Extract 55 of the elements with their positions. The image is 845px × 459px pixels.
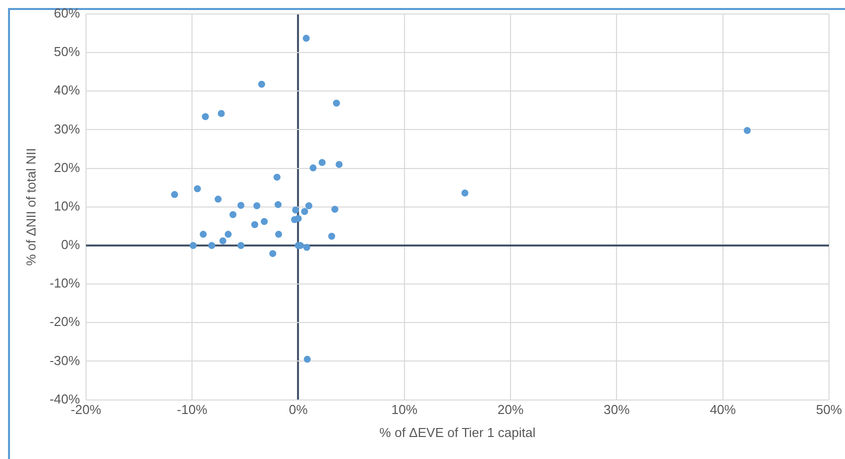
y-tick-label: 20%: [54, 160, 80, 175]
y-tick-label: 50%: [54, 44, 80, 60]
point: [294, 214, 302, 222]
point: [218, 110, 225, 118]
point: [336, 160, 343, 168]
point: [237, 202, 244, 209]
point: [310, 164, 317, 172]
x-tick-label: 0%: [288, 402, 308, 418]
point: [224, 230, 232, 238]
y-tick-label: -30%: [50, 352, 80, 368]
x-tick-label: 40%: [710, 402, 736, 418]
point: [258, 80, 266, 88]
point: [194, 185, 201, 192]
y-tick-label: -10%: [50, 276, 80, 291]
point: [208, 242, 216, 249]
y-tick-label: -20%: [50, 314, 80, 330]
point: [318, 159, 326, 166]
x-axis-title: % of ΔEVE of Tier 1 capital: [379, 424, 536, 440]
point: [275, 230, 282, 238]
point: [301, 208, 308, 216]
y-tick-label: 10%: [54, 198, 80, 214]
point: [303, 244, 310, 251]
point: [253, 202, 260, 210]
point: [219, 237, 226, 244]
x-tick-label: 30%: [604, 402, 630, 418]
point: [274, 174, 281, 181]
point: [260, 218, 268, 226]
point: [331, 206, 338, 213]
y-tick-label: 60%: [54, 6, 80, 21]
point: [302, 34, 310, 42]
x-tick-label: 20%: [498, 402, 524, 418]
point: [190, 242, 197, 249]
point: [269, 250, 276, 258]
y-axis-title: % of ΔNII of total NII: [23, 148, 38, 266]
point: [237, 242, 244, 249]
point: [328, 232, 336, 240]
point: [305, 202, 312, 210]
point: [229, 211, 236, 218]
x-tick-label: 50%: [816, 402, 842, 418]
x-tick-label: -10%: [176, 402, 208, 418]
y-tick-label: 0%: [61, 237, 80, 252]
point: [274, 201, 282, 208]
point: [332, 100, 340, 107]
y-tick-label: 30%: [54, 121, 80, 136]
point: [292, 206, 300, 214]
y-tick-label: 40%: [54, 82, 80, 98]
point: [214, 196, 222, 203]
point: [200, 230, 207, 238]
point: [171, 191, 178, 198]
point: [461, 190, 468, 197]
x-tick-label: 10%: [391, 402, 418, 418]
point: [251, 221, 258, 228]
point: [304, 356, 311, 363]
point: [744, 127, 751, 134]
point: [202, 113, 209, 120]
